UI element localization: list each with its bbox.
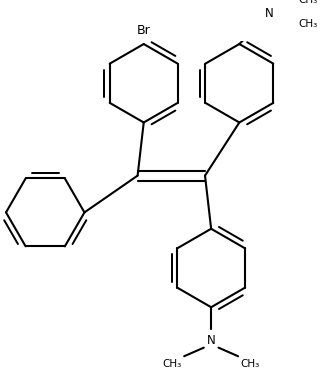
Text: CH₃: CH₃ xyxy=(298,0,317,5)
Text: N: N xyxy=(207,334,215,347)
Text: CH₃: CH₃ xyxy=(241,359,260,369)
Text: CH₃: CH₃ xyxy=(298,19,317,30)
Text: Br: Br xyxy=(137,24,151,37)
Text: N: N xyxy=(265,6,274,19)
Text: CH₃: CH₃ xyxy=(163,359,182,369)
